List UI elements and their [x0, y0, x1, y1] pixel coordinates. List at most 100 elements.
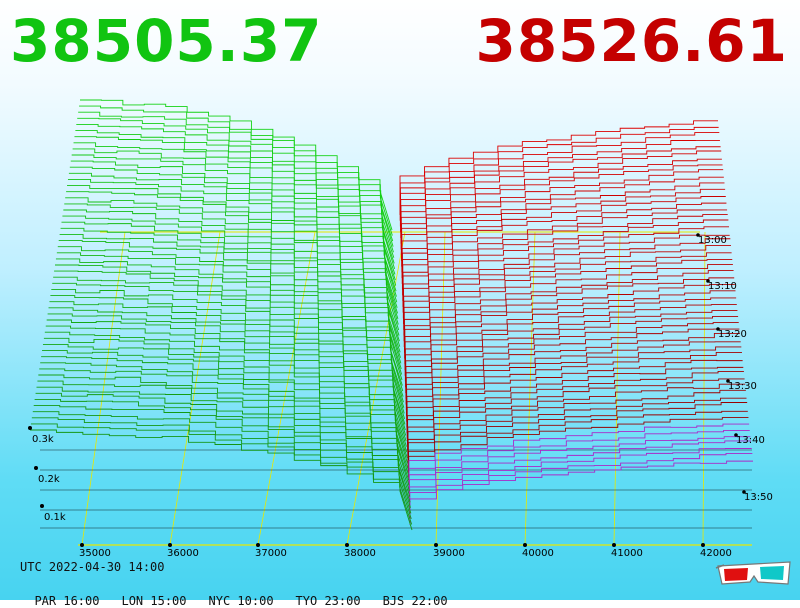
volume-tick-dot — [34, 466, 38, 470]
ask-depth-curve — [408, 436, 751, 503]
bid-depth-curve — [36, 386, 410, 492]
bid-depth-curve — [66, 191, 398, 314]
ask-depth-curve — [399, 126, 719, 221]
time-tick-label: 13:00 — [698, 235, 727, 246]
ask-depth-curve — [400, 158, 722, 250]
ask-depth-curve — [406, 346, 742, 422]
bid-depth-curve — [49, 301, 405, 414]
bid-depth-curve — [30, 429, 413, 531]
bid-depth-curve — [32, 411, 412, 514]
ask-depth-curve — [400, 139, 720, 233]
bid-depth-curve — [33, 405, 411, 508]
bid-depth-curve — [38, 374, 410, 481]
time-tick-dot — [716, 327, 720, 331]
bid-depth-curve — [65, 197, 399, 320]
ask-depth-curve — [408, 423, 750, 491]
timezone-lon: LON 15:00 — [121, 594, 187, 608]
bid-depth-curve — [40, 362, 409, 470]
bid-depth-curve — [80, 99, 393, 231]
bid-depth-curve — [51, 288, 404, 403]
ask-depth-curve — [402, 209, 728, 296]
time-tick-dot — [734, 433, 738, 437]
bid-depth-curve — [35, 392, 411, 497]
bid-depth-curve — [54, 270, 403, 386]
ask-depth-curve — [406, 371, 744, 445]
timezone-nyc: NYC 10:00 — [208, 594, 274, 608]
bid-depth-curve — [43, 337, 407, 447]
bid-depth-curve — [79, 105, 393, 236]
bid-depth-curve — [57, 246, 402, 364]
bid-depth-curve — [76, 123, 394, 253]
ask-depth-curve — [407, 383, 746, 457]
bid-depth-curve — [69, 166, 397, 292]
ask-depth-curve — [400, 146, 721, 238]
time-tick-label: 13:20 — [718, 329, 747, 340]
axis-labels: 35000 36000 37000 38000 39000 40000 41000 42000… — [28, 233, 773, 559]
price-tick-label: 39000 — [433, 548, 465, 559]
bid-depth-series — [30, 99, 413, 531]
ask-depth-curve — [406, 359, 743, 434]
time-tick-label: 13:30 — [728, 381, 757, 392]
price-tick-label: 35000 — [79, 548, 111, 559]
bid-depth-curve — [74, 136, 395, 264]
ask-depth-curve — [400, 150, 722, 244]
time-tick-label: 13:50 — [744, 492, 773, 503]
bid-depth-curve — [42, 350, 408, 458]
bid-depth-curve — [62, 215, 400, 336]
ask-depth-curve — [404, 297, 737, 376]
time-tick-dot — [706, 279, 710, 283]
bid-depth-curve — [59, 233, 401, 353]
bid-depth-curve — [46, 319, 406, 431]
ask-depth-curve — [406, 341, 741, 416]
price-tick-label: 36000 — [167, 548, 199, 559]
bid-depth-curve — [70, 160, 397, 286]
timezone-bjs: BJS 22:00 — [382, 594, 448, 608]
ask-depth-curve — [405, 315, 739, 393]
ask-depth-curve — [408, 440, 752, 508]
ask-depth-curve — [402, 226, 730, 313]
bid-depth-curve — [56, 252, 402, 370]
price-tick-dot — [256, 543, 260, 547]
bid-depth-curve — [71, 154, 396, 281]
bid-depth-curve — [73, 142, 396, 270]
bid-depth-curve — [30, 423, 413, 525]
timezone-par: PAR 16:00 — [34, 594, 100, 608]
ask-depth-curve — [400, 164, 723, 256]
price-tick-dot — [345, 543, 349, 547]
price-tick-dot — [80, 543, 84, 547]
bid-depth-curve — [67, 178, 398, 303]
ask-depth-curve — [406, 351, 742, 428]
price-tick-dot — [701, 543, 705, 547]
ask-depth-curve — [409, 452, 753, 520]
ask-depth-curve — [402, 219, 729, 307]
ask-depth-curve — [402, 234, 730, 319]
bid-depth-curve — [78, 111, 394, 242]
price-grid-line — [81, 231, 126, 546]
bid-depth-curve — [68, 172, 397, 297]
volume-tick-dot — [28, 426, 32, 430]
3d-glasses-icon[interactable] — [714, 556, 794, 592]
ask-depth-curve — [408, 417, 749, 485]
bid-depth-curve — [72, 148, 396, 275]
ask-depth-curve — [408, 429, 750, 497]
ask-depth-curve — [406, 366, 744, 439]
bid-depth-curve — [55, 264, 403, 381]
bid-depth-curve — [44, 331, 407, 442]
time-tick-dot — [696, 233, 700, 237]
ask-depth-curve — [401, 176, 724, 267]
ask-depth-curve — [408, 410, 748, 480]
bid-depth-curve — [52, 282, 404, 397]
ask-depth-curve — [403, 252, 732, 336]
ask-depth-curve — [402, 214, 728, 302]
bid-depth-curve — [77, 117, 394, 247]
price-tick-dot — [523, 543, 527, 547]
price-grid-line — [613, 231, 621, 546]
price-tick-dot — [168, 543, 172, 547]
bid-depth-curve — [48, 307, 406, 420]
bid-depth-curve — [58, 240, 401, 358]
price-tick-dot — [612, 543, 616, 547]
bid-depth-curve — [61, 221, 400, 342]
time-tick-dot — [742, 490, 746, 494]
time-tick-label: 13:10 — [708, 281, 737, 292]
